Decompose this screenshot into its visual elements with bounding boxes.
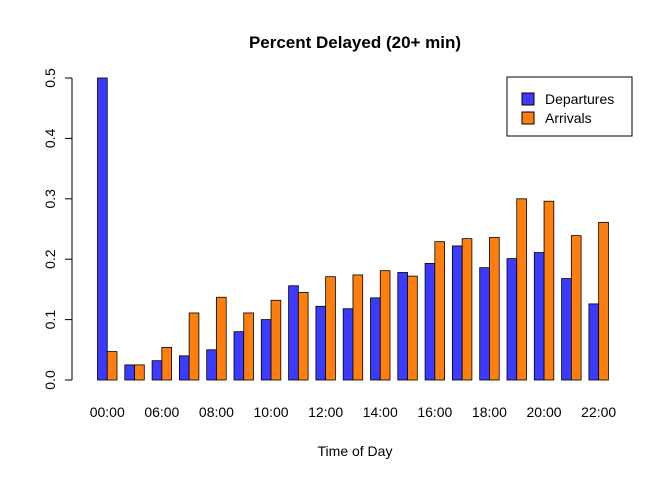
x-tick-label: 12:00: [308, 404, 343, 420]
legend-box: [506, 76, 633, 137]
x-tick-label: 08:00: [199, 404, 234, 420]
x-tick-label: 16:00: [417, 404, 452, 420]
bar-arrivals: [461, 238, 473, 381]
legend-swatch-departures: [521, 92, 535, 106]
y-tick-label: 0.5: [42, 68, 58, 88]
bar-departures: [233, 331, 245, 381]
x-tick-label: 06:00: [144, 404, 179, 420]
y-tick-label: 0.2: [42, 249, 58, 269]
bar-arrivals: [570, 235, 582, 381]
bar-departures: [260, 319, 272, 381]
bar-departures: [151, 360, 163, 381]
bar-arrivals: [434, 241, 446, 381]
x-tick-label: 10:00: [254, 404, 289, 420]
x-tick-label: 20:00: [527, 404, 562, 420]
bar-departures: [206, 349, 217, 381]
y-tick-label: 0.1: [42, 310, 58, 330]
legend: Departures Arrivals: [506, 76, 633, 137]
x-tick-label: 14:00: [363, 404, 398, 420]
bar-arrivals: [379, 270, 391, 381]
bars: [97, 77, 609, 381]
legend-label-departures: Departures: [545, 91, 614, 107]
x-tick-label: 00:00: [90, 404, 125, 420]
x-tick-labels: 00:00 06:00 08:00 10:00 12:00 14:00 16:00 18:00…: [90, 404, 617, 420]
bar-arrivals: [516, 198, 527, 381]
y-ticks: 0.0 0.1 0.2 0.3 0.4 0.5: [42, 68, 72, 390]
bar-departures: [370, 297, 381, 381]
chart-title: Percent Delayed (20+ min): [249, 33, 461, 52]
legend-swatch-arrivals: [521, 111, 535, 125]
bar-departures: [97, 77, 108, 381]
bar-departures: [424, 263, 436, 381]
bar-departures: [288, 285, 299, 381]
legend-label-arrivals: Arrivals: [545, 110, 592, 126]
bar-arrivals: [243, 312, 254, 381]
bar-departures: [561, 278, 572, 381]
bar-departures: [397, 272, 408, 381]
y-tick-label: 0.3: [42, 189, 58, 209]
bar-arrivals: [270, 299, 282, 381]
bar-departures: [588, 303, 600, 381]
bar-arrivals: [543, 200, 555, 381]
bar-departures: [178, 355, 190, 381]
bar-arrivals: [325, 276, 336, 381]
bar-arrivals: [352, 274, 364, 381]
bar-arrivals: [407, 275, 418, 381]
bar-departures: [451, 245, 463, 381]
x-tick-label: 18:00: [472, 404, 507, 420]
x-tick-label: 22:00: [581, 404, 616, 420]
bar-departures: [533, 252, 545, 381]
bar-arrivals: [297, 292, 309, 381]
bar-arrivals: [161, 346, 173, 381]
bar-arrivals: [134, 364, 145, 381]
bar-arrivals: [188, 312, 200, 381]
bar-departures: [506, 258, 518, 381]
bar-departures: [342, 308, 354, 381]
y-axis: 0.0 0.1 0.2 0.3 0.4 0.5: [42, 68, 73, 390]
y-tick-label: 0.0: [42, 370, 58, 390]
y-tick-label: 0.4: [42, 128, 58, 148]
bar-departures: [479, 267, 490, 381]
bar-arrivals: [598, 221, 609, 381]
x-axis-label: Time of Day: [318, 443, 393, 459]
bar-arrivals: [216, 296, 227, 381]
bar-departures: [124, 364, 135, 381]
bar-departures: [315, 305, 327, 381]
bar-arrivals: [489, 237, 500, 381]
bar-arrivals: [106, 351, 118, 381]
